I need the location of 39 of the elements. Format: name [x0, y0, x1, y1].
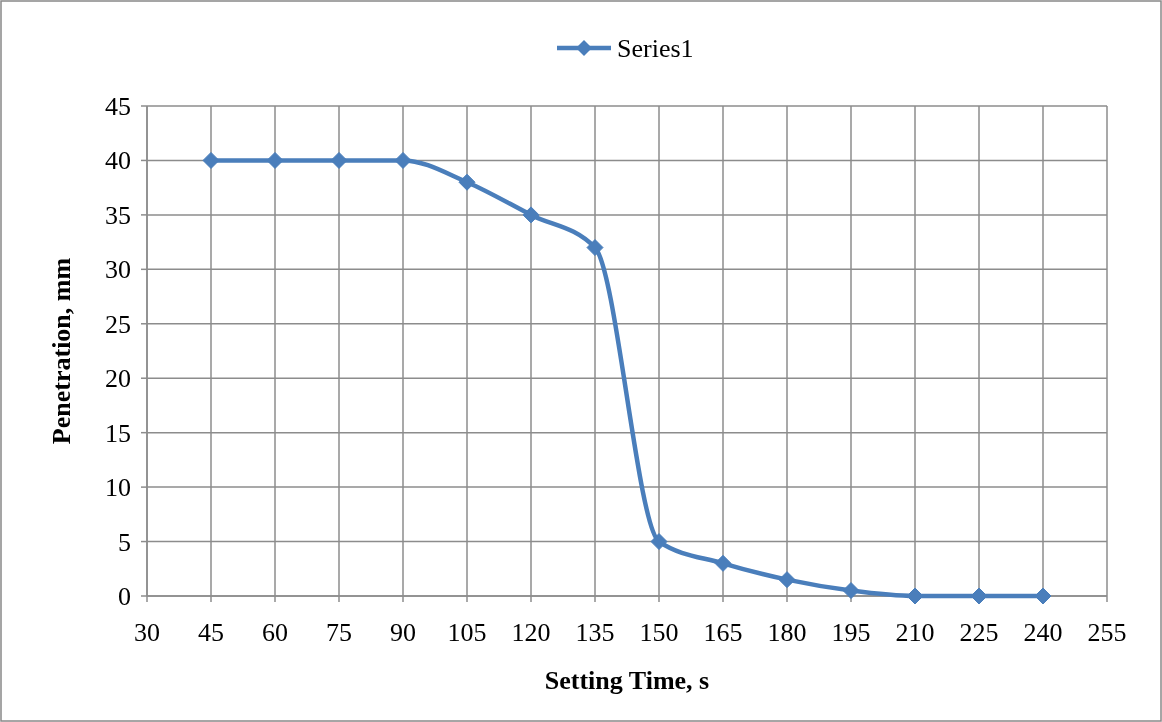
- point: [842, 582, 860, 600]
- point: [394, 151, 412, 169]
- x-tick-label: 195: [831, 618, 871, 647]
- y-tick-label: 25: [105, 309, 131, 339]
- y-tick-label: 20: [105, 364, 131, 394]
- point: [778, 571, 796, 589]
- x-tick-label: 75: [326, 618, 352, 647]
- point: [714, 554, 732, 572]
- x-tick-label: 210: [895, 618, 935, 647]
- y-tick-label: 10: [105, 473, 131, 503]
- x-tick-label: 60: [262, 618, 288, 647]
- point: [266, 151, 284, 169]
- y-tick-label: 35: [105, 200, 131, 230]
- point: [202, 151, 220, 169]
- y-tick-label: 40: [105, 146, 131, 176]
- y-axis-title: Penetration, mm: [47, 257, 76, 445]
- x-tick-label: 105: [447, 618, 487, 647]
- point: [650, 533, 668, 551]
- y-tick-label: 5: [118, 527, 131, 557]
- y-tick-label: 15: [105, 418, 131, 448]
- y-tick-label: 30: [105, 255, 131, 285]
- x-tick-label: 150: [639, 618, 679, 647]
- legend-label: Series1: [617, 34, 694, 63]
- point: [458, 173, 476, 191]
- x-tick-label: 180: [767, 618, 807, 647]
- point: [522, 206, 540, 224]
- y-tick-label: 45: [105, 92, 131, 121]
- x-tick-label: 165: [703, 618, 743, 647]
- x-tick-label: 255: [1087, 618, 1127, 647]
- x-tick-label: 90: [390, 618, 416, 647]
- y-tick-label: 0: [118, 582, 131, 611]
- x-tick-label: 120: [511, 618, 551, 647]
- point: [330, 151, 348, 169]
- point: [586, 239, 604, 257]
- x-tick-label: 45: [198, 618, 224, 647]
- x-axis-title: Setting Time, s: [544, 666, 710, 695]
- x-tick-label: 225: [959, 618, 999, 647]
- x-tick-label: 240: [1023, 618, 1063, 647]
- x-tick-label: 135: [575, 618, 615, 647]
